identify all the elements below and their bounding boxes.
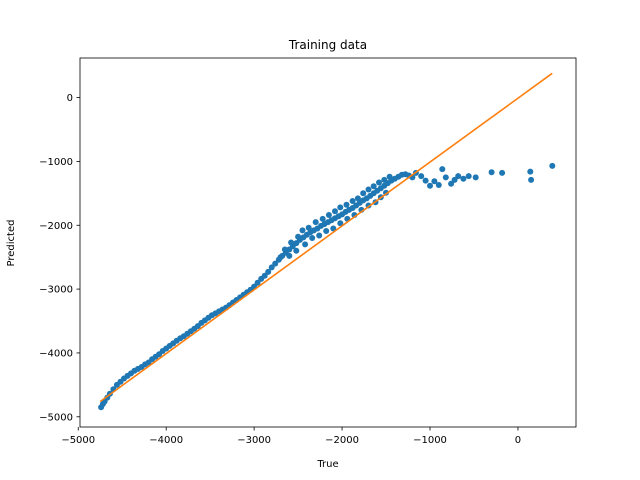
data-point (422, 177, 429, 184)
data-point (439, 166, 446, 173)
y-tick-label: −5000 (39, 412, 73, 423)
data-point (281, 246, 288, 253)
data-point (465, 173, 472, 180)
data-point (330, 225, 337, 232)
y-tick-label: 0 (67, 93, 73, 104)
data-point (442, 174, 449, 181)
data-point (349, 198, 356, 204)
x-tick-label: 0 (515, 435, 521, 446)
data-point (343, 201, 350, 208)
data-point (376, 179, 382, 186)
plot-frame (79, 57, 577, 428)
plot-area (80, 58, 576, 427)
data-point (261, 272, 268, 279)
data-point (354, 195, 361, 202)
data-point (319, 215, 326, 222)
data-point (370, 183, 377, 190)
data-point (265, 268, 272, 275)
data-point (448, 180, 455, 187)
fit-line-group (99, 72, 553, 403)
data-point (312, 219, 319, 226)
y-tick-label: −3000 (39, 285, 73, 296)
data-point (337, 204, 344, 211)
data-point (451, 176, 458, 183)
data-point (460, 175, 467, 182)
data-point (332, 208, 338, 215)
data-point (323, 228, 330, 234)
data-point (435, 182, 442, 188)
data-point (293, 247, 300, 254)
data-point (386, 173, 393, 180)
data-point (527, 168, 534, 175)
scatter-points (98, 162, 556, 411)
x-tick-label: −4000 (149, 435, 183, 446)
x-axis-label: True (316, 459, 338, 470)
data-point (288, 239, 295, 246)
x-tick-label: −1000 (413, 435, 447, 446)
x-tick-label: −3000 (237, 435, 271, 446)
data-point (488, 169, 495, 176)
data-point (254, 279, 261, 286)
data-point (316, 232, 323, 239)
x-tick-label: −5000 (61, 435, 95, 446)
data-point (305, 224, 312, 231)
data-point (299, 227, 306, 234)
data-point (309, 235, 316, 241)
x-axis-ticks: −5000 −4000 −3000 −2000 −1000 0 (61, 427, 521, 446)
data-point (427, 182, 433, 189)
data-point (499, 169, 506, 176)
data-point (325, 212, 332, 218)
data-point (381, 176, 388, 183)
data-point (277, 254, 284, 261)
y-tick-label: −2000 (39, 221, 73, 232)
data-point (549, 162, 556, 169)
data-point (455, 173, 462, 180)
fit-line (99, 72, 553, 403)
y-axis-label: Predicted (6, 220, 17, 267)
data-point (418, 173, 425, 180)
y-tick-label: −1000 (39, 157, 73, 168)
data-point (268, 264, 275, 271)
y-axis-ticks: 0 −1000 −2000 −3000 −4000 −5000 (39, 93, 80, 423)
data-point (360, 190, 367, 197)
data-point (302, 241, 309, 248)
data-point (528, 176, 535, 183)
data-point (337, 220, 344, 227)
data-point (472, 174, 479, 181)
data-point (365, 186, 372, 193)
data-point (272, 260, 279, 267)
data-point (431, 178, 438, 185)
chart-title: Training data (288, 38, 367, 52)
y-tick-label: −4000 (39, 348, 73, 359)
data-point (295, 233, 302, 240)
data-point (286, 252, 293, 259)
x-tick-label: −2000 (325, 435, 359, 446)
